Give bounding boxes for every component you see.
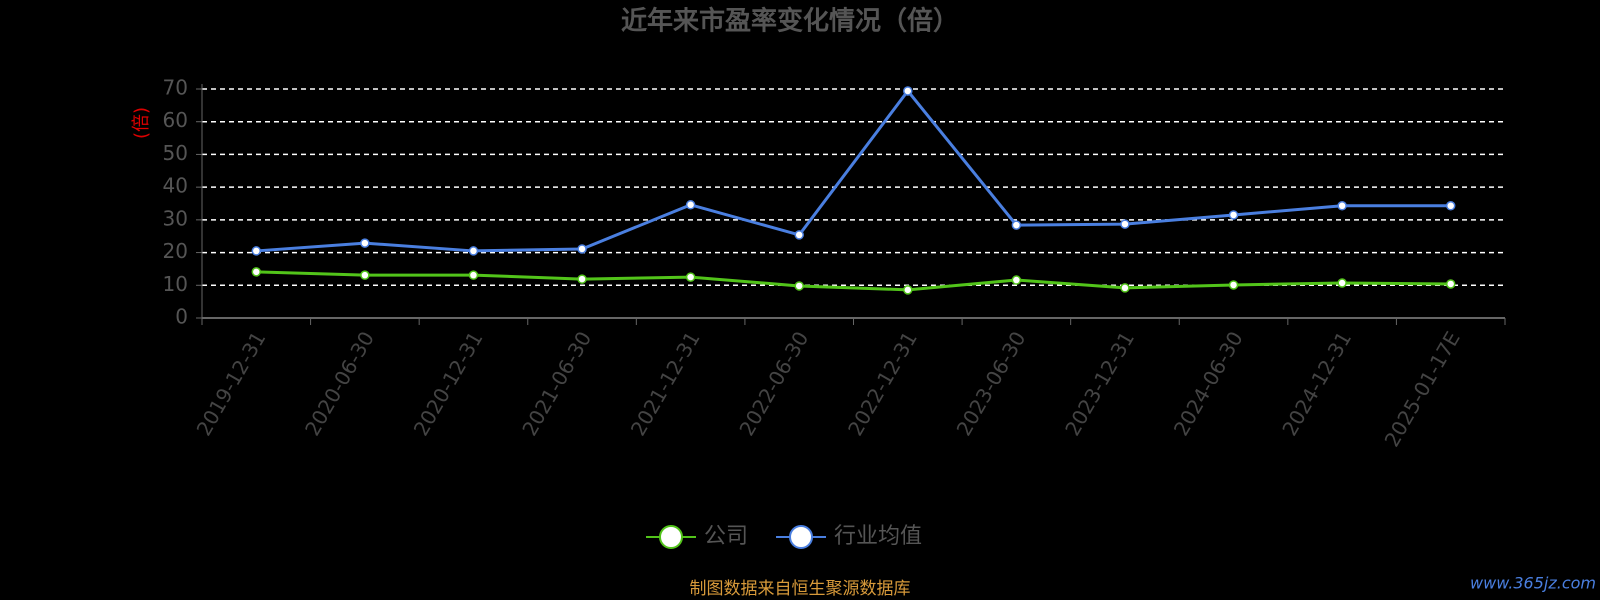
point bbox=[251, 267, 262, 277]
y-tick-label: 0 bbox=[175, 305, 188, 329]
x-tick-label: 2020-12-31 bbox=[409, 327, 488, 440]
x-tick-label: 2021-06-30 bbox=[517, 327, 596, 440]
point bbox=[1337, 278, 1347, 288]
y-tick-label: 40 bbox=[163, 174, 188, 198]
x-tick-label: 2024-06-30 bbox=[1169, 327, 1248, 440]
legend-marker bbox=[789, 525, 814, 549]
source-note: 制图数据来自恒生聚源数据库 bbox=[690, 579, 911, 599]
legend-label: 行业均值 bbox=[834, 524, 922, 549]
watermark: www.365jz.com bbox=[1470, 574, 1596, 593]
point bbox=[685, 200, 696, 210]
series-line bbox=[256, 270, 1451, 292]
point bbox=[685, 272, 696, 282]
x-tick-label: 2021-12-31 bbox=[626, 327, 705, 440]
series-line bbox=[256, 88, 1451, 253]
chart-title: 近年来市盈率变化情况（倍） bbox=[621, 6, 959, 37]
x-tick-label: 2025-01-17E bbox=[1380, 327, 1465, 451]
x-tick-label: 2024-12-31 bbox=[1277, 327, 1356, 440]
point bbox=[1228, 280, 1239, 290]
y-tick-label: 30 bbox=[163, 206, 188, 230]
x-tick-label: 2023-06-30 bbox=[952, 327, 1031, 440]
point bbox=[577, 244, 587, 254]
point bbox=[251, 246, 262, 256]
point bbox=[360, 270, 370, 280]
point bbox=[1445, 279, 1456, 289]
point bbox=[468, 270, 479, 280]
point bbox=[468, 246, 479, 256]
x-tick-label: 2022-06-30 bbox=[734, 327, 813, 440]
y-tick-label: 50 bbox=[163, 141, 188, 165]
point bbox=[1228, 210, 1239, 220]
y-tick-label: 60 bbox=[163, 108, 188, 132]
y-tick-label: 70 bbox=[163, 76, 188, 100]
point bbox=[903, 86, 913, 96]
x-tick-label: 2022-12-31 bbox=[843, 327, 922, 440]
point bbox=[903, 285, 913, 295]
x-tick-label: 2019-12-31 bbox=[191, 327, 270, 440]
point bbox=[360, 238, 370, 248]
point bbox=[1445, 201, 1456, 211]
point bbox=[1120, 283, 1130, 293]
x-tick-label: 2023-12-31 bbox=[1060, 327, 1139, 440]
legend-marker bbox=[659, 525, 683, 549]
y-tick-label: 20 bbox=[163, 239, 188, 263]
point bbox=[577, 274, 587, 284]
y-axis-label: (倍) bbox=[131, 107, 152, 139]
point bbox=[794, 281, 804, 291]
point bbox=[1011, 275, 1022, 285]
x-tick-label: 2020-06-30 bbox=[300, 327, 379, 440]
point bbox=[1011, 220, 1022, 230]
point bbox=[1337, 201, 1347, 211]
point bbox=[1120, 219, 1130, 229]
legend-label: 公司 bbox=[704, 524, 748, 549]
point bbox=[794, 230, 804, 240]
y-tick-label: 10 bbox=[163, 272, 188, 296]
